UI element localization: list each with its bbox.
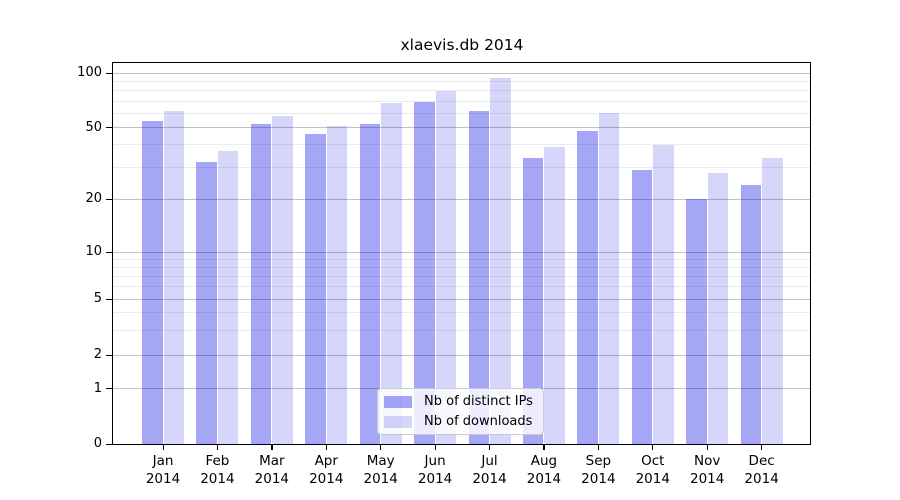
y-tick-5: [106, 298, 112, 300]
minor-gridline-70: [113, 100, 810, 102]
x-tick-jun: [434, 445, 436, 450]
y-tick-20: [106, 198, 112, 200]
minor-gridline-4: [113, 312, 810, 314]
x-tick-label-jun: Jun 2014: [417, 453, 453, 487]
y-tick-label-2: 2: [93, 347, 102, 362]
bar-distinct-ips-oct: [631, 170, 653, 444]
bar-distinct-ips-aug: [522, 157, 544, 444]
x-tick-label-aug: Aug 2014: [526, 453, 562, 487]
legend: Nb of distinct IPs Nb of downloads: [377, 388, 544, 435]
plot-area: Nb of distinct IPs Nb of downloads: [112, 62, 811, 445]
y-tick-0: [106, 443, 112, 445]
bar-distinct-ips-sep: [577, 130, 598, 444]
bar-downloads-feb: [217, 150, 239, 444]
legend-label-downloads: Nb of downloads: [424, 414, 533, 429]
y-tick-label-20: 20: [85, 191, 102, 206]
major-gridline-20: [113, 198, 810, 200]
bar-distinct-ips-jun: [414, 102, 435, 444]
bar-distinct-ips-jan: [142, 121, 163, 444]
bar-distinct-ips-dec: [740, 184, 762, 444]
y-tick-1: [106, 388, 112, 390]
x-tick-label-sep: Sep 2014: [581, 453, 616, 487]
bar-downloads-oct: [653, 144, 674, 444]
x-tick-sep: [597, 445, 600, 450]
y-tick-2: [106, 354, 112, 356]
chart-title: xlaevis.db 2014: [400, 36, 524, 54]
y-tick-10: [106, 251, 112, 253]
legend-row-distinct-ips: Nb of distinct IPs: [384, 394, 535, 410]
bar-downloads-nov: [707, 172, 729, 444]
bar-distinct-ips-may: [359, 124, 381, 444]
x-tick-label-jul: Jul 2014: [472, 453, 507, 487]
bar-downloads-jan: [163, 110, 184, 444]
bar-downloads-jun: [435, 90, 457, 444]
minor-gridline-8: [113, 266, 810, 268]
y-tick-label-10: 10: [85, 244, 102, 259]
minor-gridline-3: [113, 329, 810, 331]
major-gridline-5: [113, 298, 810, 300]
x-tick-feb: [216, 445, 219, 450]
major-gridline-50: [113, 127, 810, 128]
y-tick-label-0: 0: [93, 436, 102, 451]
bar-distinct-ips-jul: [468, 110, 490, 444]
x-tick-label-dec: Dec 2014: [744, 453, 779, 487]
minor-gridline-9: [113, 258, 810, 260]
y-tick-label-1: 1: [93, 380, 102, 396]
y-tick-label-100: 100: [77, 65, 102, 80]
x-tick-jan: [162, 445, 164, 450]
y-tick-label-5: 5: [93, 291, 102, 306]
x-tick-label-oct: Oct 2014: [635, 453, 670, 487]
x-tick-nov: [706, 445, 708, 450]
y-tick-50: [106, 127, 112, 129]
minor-gridline-80: [113, 90, 810, 92]
bar-downloads-jul: [490, 77, 511, 444]
x-tick-apr: [325, 445, 327, 450]
minor-gridline-90: [113, 80, 810, 82]
bar-distinct-ips-mar: [250, 124, 272, 444]
major-gridline-2: [113, 354, 810, 356]
x-tick-label-jan: Jan 2014: [145, 453, 181, 487]
legend-row-downloads: Nb of downloads: [384, 414, 535, 430]
x-tick-label-feb: Feb 2014: [200, 453, 235, 487]
minor-gridline-40: [113, 144, 810, 146]
x-tick-jul: [489, 445, 491, 450]
x-tick-label-apr: Apr 2014: [309, 453, 344, 487]
y-tick-100: [106, 72, 112, 74]
legend-swatch-distinct-ips: [384, 395, 412, 408]
y-tick-label-50: 50: [85, 119, 102, 135]
minor-gridline-30: [113, 166, 810, 168]
x-tick-aug: [543, 445, 545, 450]
bar-downloads-may: [381, 103, 402, 444]
bar-downloads-aug: [544, 146, 565, 444]
bar-distinct-ips-apr: [305, 134, 326, 444]
x-tick-dec: [761, 445, 763, 450]
legend-label-distinct-ips: Nb of distinct IPs: [424, 394, 533, 409]
bar-distinct-ips-nov: [686, 199, 707, 444]
x-tick-label-nov: Nov 2014: [690, 453, 725, 487]
bar-downloads-mar: [272, 115, 293, 444]
bar-downloads-apr: [326, 125, 348, 444]
bar-distinct-ips-feb: [196, 162, 217, 444]
minor-gridline-60: [113, 112, 810, 114]
x-tick-mar: [271, 445, 273, 450]
x-tick-label-may: May 2014: [363, 453, 398, 487]
minor-gridline-7: [113, 275, 810, 277]
legend-swatch-downloads: [384, 415, 412, 428]
bar-downloads-sep: [598, 113, 620, 444]
x-tick-label-mar: Mar 2014: [254, 453, 289, 487]
bar-downloads-dec: [762, 157, 783, 444]
x-tick-oct: [652, 445, 654, 450]
major-gridline-100: [113, 72, 810, 74]
major-gridline-10: [113, 251, 810, 253]
minor-gridline-6: [113, 286, 810, 288]
x-tick-may: [380, 445, 382, 450]
